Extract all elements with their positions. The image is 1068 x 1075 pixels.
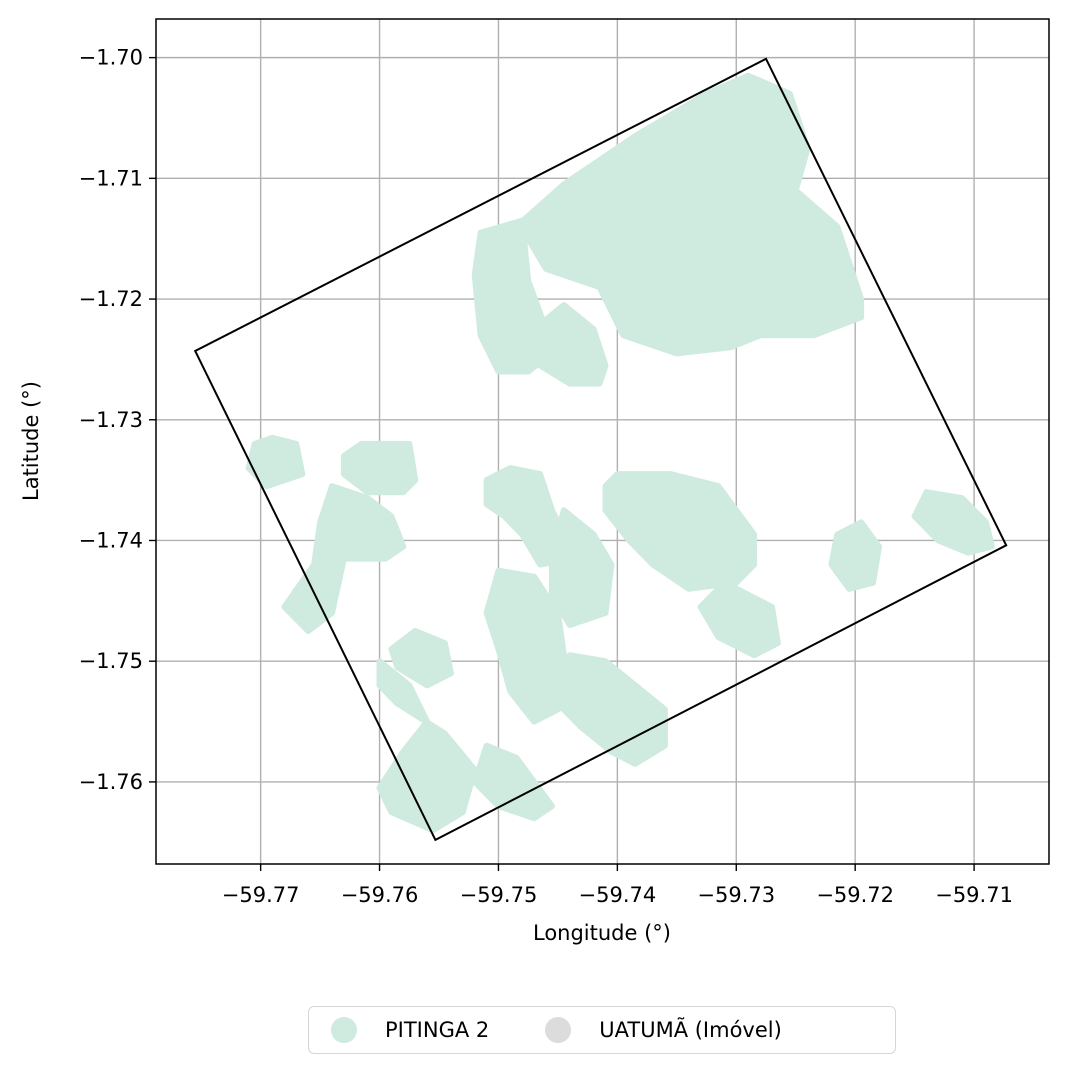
legend-label: PITINGA 2 <box>385 1018 490 1042</box>
x-tick-label: −59.72 <box>816 883 894 907</box>
pitinga-2-area-layer <box>245 72 995 834</box>
y-tick-label: −1.76 <box>79 770 143 794</box>
x-tick-label: −59.75 <box>460 883 538 907</box>
land-cover-patch <box>471 742 555 822</box>
y-tick-label: −1.75 <box>79 649 143 673</box>
x-tick-label: −59.73 <box>697 883 775 907</box>
land-cover-patch <box>281 483 407 634</box>
property-boundary <box>193 57 1008 842</box>
land-cover-patch <box>549 507 615 628</box>
property-boundary-layer <box>193 57 1008 842</box>
land-cover-patch <box>340 440 419 496</box>
land-cover-patch <box>697 579 781 659</box>
x-axis-ticks: −59.77 −59.76 −59.75 −59.74 −59.73 −59.72 −59.… <box>222 864 1013 907</box>
land-cover-patch <box>376 658 478 834</box>
y-axis-label: Latitude (°) <box>19 381 43 501</box>
y-axis-ticks: −1.70 −1.71 −1.72 −1.73 −1.74 −1.75 −1.76 <box>79 46 156 794</box>
land-cover-patch <box>828 519 882 592</box>
y-tick-label: −1.73 <box>79 408 143 432</box>
x-tick-label: −59.71 <box>935 883 1013 907</box>
land-cover-patch <box>554 652 668 767</box>
x-tick-label: −59.74 <box>579 883 657 907</box>
x-axis-label: Longitude (°) <box>533 921 671 945</box>
x-tick-label: −59.77 <box>222 883 300 907</box>
legend: PITINGA 2 UATUMÃ (Imóvel) <box>308 1006 896 1054</box>
x-tick-label: −59.76 <box>341 883 419 907</box>
land-cover-patch <box>602 471 758 592</box>
map-figure: −59.77 −59.76 −59.75 −59.74 −59.73 −59.72 −59.… <box>19 18 1050 945</box>
legend-marker-pitinga-2 <box>331 1017 357 1043</box>
y-tick-label: −1.74 <box>79 528 143 552</box>
legend-marker-uatuma-imovel <box>545 1017 572 1043</box>
land-cover-patch <box>483 567 567 725</box>
y-tick-label: −1.70 <box>79 46 143 70</box>
y-tick-label: −1.72 <box>79 287 143 311</box>
legend-label: UATUMÃ (Imóvel) <box>599 1018 782 1042</box>
land-cover-patch <box>245 434 306 490</box>
land-cover-patch <box>531 302 609 387</box>
land-cover-patch <box>388 628 454 689</box>
axes-frame <box>155 18 1050 865</box>
land-cover-patch <box>513 72 865 357</box>
y-tick-label: −1.71 <box>79 166 143 190</box>
legend-item-uatuma-imovel: UATUMÃ (Imóvel) <box>545 1017 782 1043</box>
land-cover-patch <box>911 489 995 556</box>
legend-item-pitinga-2: PITINGA 2 <box>331 1017 489 1043</box>
